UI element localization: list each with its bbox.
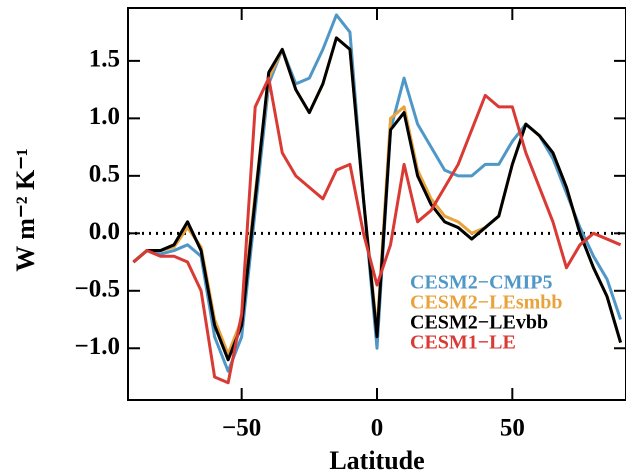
legend-entry: CESM1−LE	[410, 332, 516, 354]
y-tick-label: 0.0	[89, 218, 120, 245]
x-tick-label: −50	[222, 415, 261, 442]
legend-entry: CESM2−LEvbb	[410, 312, 548, 334]
series-line	[132, 76, 622, 385]
legend-entry: CESM2−CMIP5	[410, 272, 553, 294]
y-tick-label: −1.0	[75, 333, 121, 360]
x-axis-label: Latitude	[329, 446, 424, 475]
plot-lines	[132, 13, 623, 385]
x-tick-label: 0	[371, 415, 384, 442]
y-tick-label: 1.0	[89, 103, 120, 130]
y-axis-label: W m⁻² K⁻¹	[11, 148, 40, 271]
y-tick-label: 0.5	[89, 161, 120, 188]
y-tick-label: 1.5	[89, 46, 120, 73]
series-line	[132, 36, 623, 362]
y-tick-label: −0.5	[75, 276, 121, 303]
legend-entry: CESM2−LEsmbb	[410, 292, 563, 314]
plot-frame	[127, 7, 626, 401]
x-tick-label: 50	[500, 415, 525, 442]
